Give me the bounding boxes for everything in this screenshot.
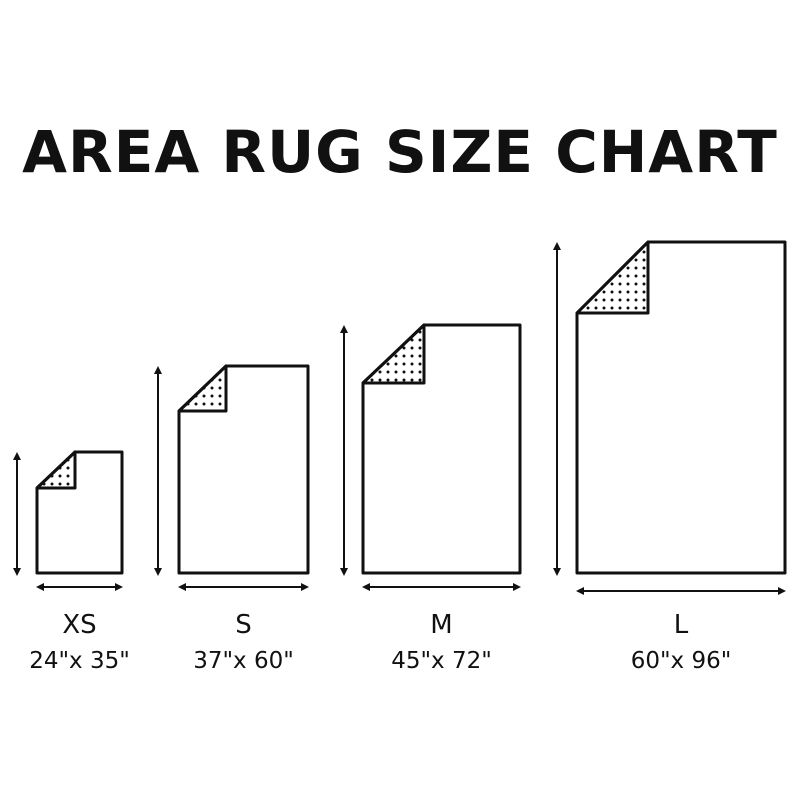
dimensions-label: 45"x 72" (391, 648, 492, 674)
folded-corner (575, 240, 650, 315)
folded-corner (35, 450, 77, 490)
dimensions-label: 37"x 60" (193, 648, 294, 674)
size-label: XS (62, 610, 97, 640)
rug-outline-xs (35, 450, 124, 575)
size-label: M (430, 610, 453, 640)
folded-corner (177, 364, 228, 413)
chart-title: AREA RUG SIZE CHART (22, 118, 778, 186)
folded-corner (361, 323, 426, 385)
dimensions-label: 24"x 35" (29, 648, 130, 674)
dimensions-label: 60"x 96" (630, 648, 732, 674)
size-label: S (235, 610, 252, 640)
size-label: L (673, 610, 689, 640)
